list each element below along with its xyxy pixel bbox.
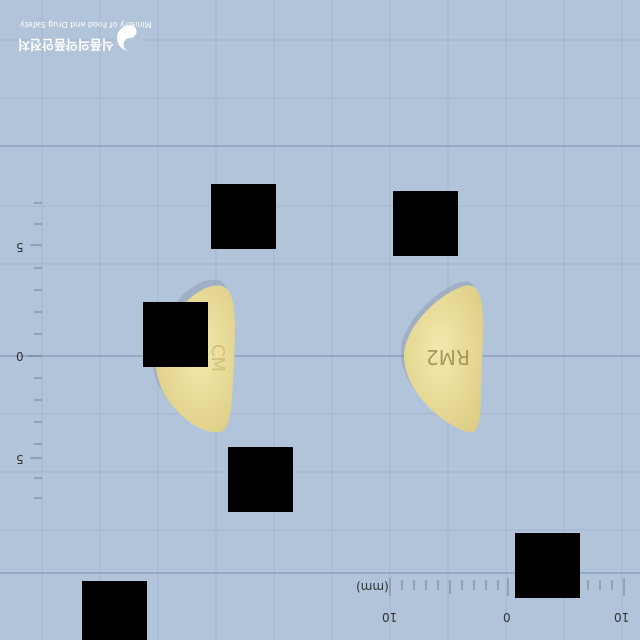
horizontal-ruler	[389, 578, 625, 596]
vertical-ruler	[28, 202, 42, 499]
horizontal-scale-label-zero: 0	[503, 610, 511, 624]
redaction-block	[143, 302, 208, 367]
mfds-emblem-icon	[117, 25, 143, 51]
vertical-scale-label-bottom: 5	[16, 452, 24, 466]
vertical-scale-label-top: 5	[16, 240, 24, 254]
horizontal-scale-label-left: 10	[382, 610, 398, 624]
redaction-block	[228, 447, 293, 512]
pill-right-imprint: RM2	[426, 345, 470, 369]
horizontal-scale-label-right: 10	[614, 610, 630, 624]
horizontal-scale-unit: (mm)	[356, 580, 389, 594]
ministry-korean-name: 식품의약품안전처	[18, 36, 114, 51]
redaction-block	[211, 184, 276, 249]
redaction-block	[82, 581, 147, 640]
redaction-block	[393, 191, 458, 256]
pill-right: RM2	[401, 281, 484, 433]
redaction-block	[515, 533, 580, 598]
pill-left-imprint: CM	[207, 344, 228, 372]
ministry-logo: 식품의약품안전처 Ministry of Food and Drug Safet…	[18, 14, 152, 56]
vertical-scale-label-zero: 0	[16, 349, 24, 363]
